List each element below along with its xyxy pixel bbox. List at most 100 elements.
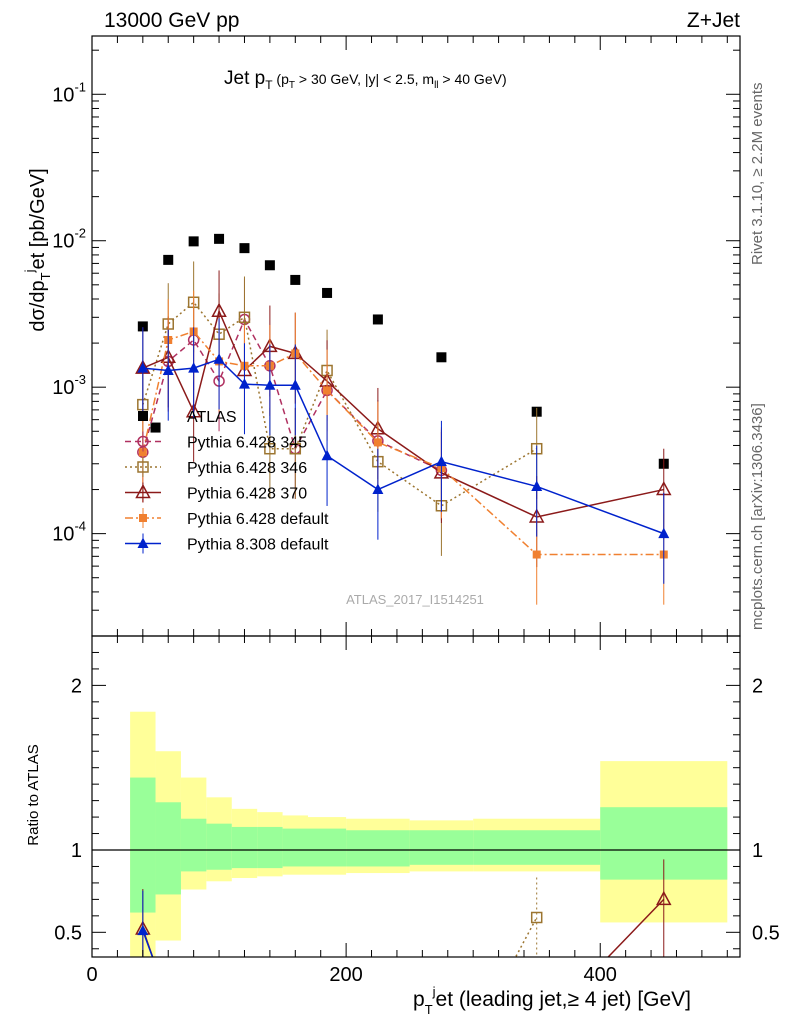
- ratio-uncertainty-bands: [130, 711, 728, 957]
- x-tick-label: 200: [329, 964, 362, 986]
- ratio-series-2: [137, 890, 154, 957]
- data-point: [264, 442, 276, 455]
- mcplots-reference-label: mcplots.cern.ch [arXiv:1306.3436]: [749, 403, 766, 630]
- data-point: [321, 449, 333, 461]
- series-line: [142, 317, 442, 472]
- data-point: [137, 321, 148, 332]
- main-series-1: [137, 278, 448, 521]
- ratio-band-green: [231, 826, 258, 869]
- data-point: [323, 386, 332, 395]
- legend-label: Pythia 6.428 345: [187, 435, 307, 452]
- data-point: [531, 480, 543, 491]
- data-point: [137, 362, 149, 373]
- legend-item: Pythia 6.428 default: [125, 508, 329, 528]
- data-point: [139, 514, 147, 522]
- main-plot-title: Jet pT (pT > 30 GeV, |y| < 2.5, mll > 40…: [224, 68, 507, 92]
- data-point: [436, 352, 447, 363]
- ratio-y-tick-label: 0.5: [54, 922, 82, 944]
- legend-item: Pythia 6.428 370: [125, 482, 307, 503]
- legend: ATLAS Pythia 6.428 345 Pythia 6.428 346 Pyt…: [125, 409, 329, 554]
- ratio-frame: [91, 635, 741, 958]
- legend-label: Pythia 6.428 346: [187, 460, 307, 477]
- data-point: [213, 353, 225, 364]
- collision-energy-label: 13000 GeV pp: [104, 9, 239, 32]
- data-point: [238, 311, 251, 324]
- data-point: [289, 442, 302, 455]
- data-point: [188, 236, 199, 247]
- data-point: [137, 924, 149, 936]
- x-axis-label: pTjet (leading jet,≥ 4 jet) [GeV]: [413, 984, 691, 1017]
- data-point: [290, 274, 301, 285]
- series-line: [142, 308, 664, 518]
- data-point: [238, 378, 250, 389]
- data-point: [435, 455, 447, 467]
- data-point: [289, 379, 301, 390]
- data-point: [322, 287, 333, 298]
- ratio-y-tick-label: 2: [71, 675, 82, 697]
- rivet-version-label: Rivet 3.1.10, ≥ 2.2M events: [749, 83, 766, 266]
- series-line: [142, 301, 538, 507]
- data-point: [214, 233, 225, 244]
- ratio-band-green: [409, 830, 474, 865]
- data-point: [137, 435, 149, 448]
- data-point: [372, 483, 384, 495]
- ratio-band-green: [473, 830, 601, 865]
- ratio-band-green: [308, 828, 347, 867]
- ratio-y-tick-label-right: 0.5: [752, 922, 780, 944]
- main-series-5: [137, 318, 670, 584]
- data-point: [138, 448, 147, 457]
- data-point: [211, 302, 227, 317]
- data-point: [532, 550, 541, 559]
- legend-label: Pythia 6.428 370: [187, 486, 307, 503]
- y-tick-label: 10-2: [52, 226, 86, 253]
- data-point: [135, 483, 151, 499]
- analysis-tag: ATLAS_2017_I1514251: [346, 592, 484, 607]
- data-point: [373, 438, 382, 447]
- series-line: [142, 930, 154, 957]
- ratio-series-0: [514, 877, 543, 957]
- y-tick-label: 10-1: [52, 79, 86, 106]
- svg-text:dσ/dpTjet [pb/GeV]: dσ/dpTjet [pb/GeV]: [22, 168, 53, 331]
- ratio-y-axis-label: Ratio to ATLAS: [25, 744, 42, 845]
- data-point: [264, 260, 275, 271]
- ratio-band-green: [155, 802, 181, 895]
- legend-item: Pythia 6.428 346: [125, 457, 307, 477]
- main-panel: [135, 233, 672, 605]
- data-point: [372, 314, 383, 325]
- x-tick-label: 400: [584, 964, 617, 986]
- svg-text:Jet pT (pT > 30 GeV, |y| < 2.5: Jet pT (pT > 30 GeV, |y| < 2.5, mll > 40…: [224, 68, 507, 92]
- data-point: [137, 537, 149, 548]
- data-point: [150, 422, 161, 433]
- legend-label: Pythia 6.428 default: [187, 511, 329, 528]
- data-point: [188, 362, 200, 373]
- series-line: [142, 358, 665, 535]
- legend-item: Pythia 8.308 default: [125, 533, 329, 554]
- main-y-axis-label: dσ/dpTjet [pb/GeV]: [22, 168, 53, 331]
- data-point: [138, 411, 148, 421]
- ratio-band-green: [206, 823, 232, 870]
- data-point: [530, 911, 543, 924]
- ratio-band-green: [346, 830, 410, 867]
- x-tick-label: 0: [86, 964, 97, 986]
- ratio-band-green: [180, 818, 207, 872]
- data-point: [656, 890, 672, 906]
- process-label: Z+Jet: [687, 9, 740, 32]
- ratio-panel: [92, 711, 740, 957]
- data-point: [137, 461, 149, 473]
- data-point: [264, 379, 276, 390]
- ratio-series: [135, 859, 672, 957]
- series-line: [514, 917, 538, 957]
- svg-text:pTjet (leading jet,≥ 4 jet) [G: pTjet (leading jet,≥ 4 jet) [GeV]: [413, 984, 691, 1017]
- ratio-band-green: [257, 826, 283, 869]
- ratio-y-tick-label-right: 1: [752, 840, 763, 862]
- legend-label: ATLAS: [187, 409, 237, 426]
- ratio-y-tick-label-right: 2: [752, 675, 763, 697]
- ratio-band-green: [282, 828, 308, 867]
- y-tick-label: 10-3: [52, 372, 86, 399]
- legend-item: ATLAS: [138, 409, 237, 426]
- ratio-y-tick-label: 1: [71, 840, 82, 862]
- data-point: [239, 243, 250, 254]
- legend-label: Pythia 8.308 default: [187, 537, 329, 554]
- data-point: [163, 254, 174, 265]
